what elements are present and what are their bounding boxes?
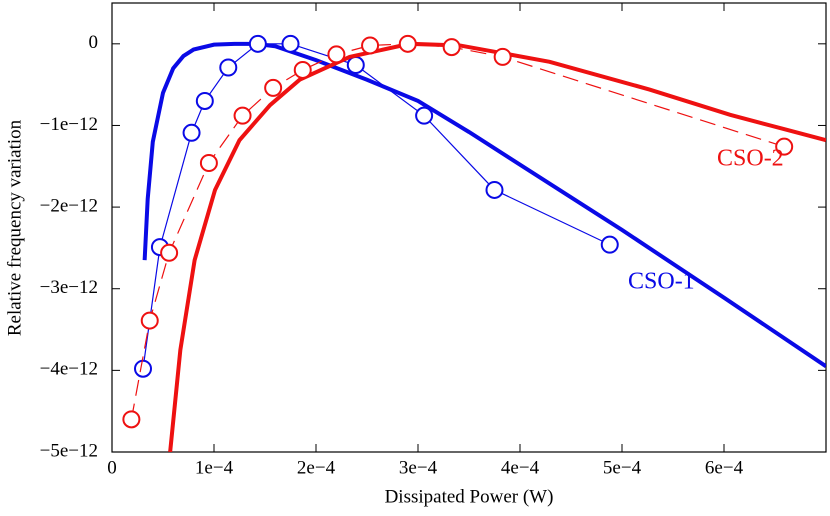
- data-point: [195, 91, 214, 110]
- data-point: [398, 34, 417, 53]
- y-tick-label: −3e−12: [40, 277, 98, 298]
- data-point: [442, 38, 461, 57]
- data-point: [140, 311, 159, 330]
- y-tick-label: −4e−12: [40, 359, 98, 380]
- x-tick-label: 0: [107, 457, 117, 478]
- data-line: [142, 43, 611, 369]
- data-point: [775, 137, 794, 156]
- data-point: [233, 106, 252, 125]
- x-tick-label: 5e−4: [603, 457, 642, 478]
- y-tick-label: −1e−12: [40, 114, 98, 135]
- plot-area: [122, 34, 826, 452]
- fit-curve: [142, 41, 826, 368]
- fit-curve: [168, 41, 826, 452]
- data-point: [134, 359, 153, 378]
- data-point: [264, 78, 283, 97]
- x-tick-label: 1e−4: [195, 457, 234, 478]
- data-point: [219, 58, 238, 77]
- data-point: [281, 34, 300, 53]
- series-label: CSO-2: [717, 146, 784, 172]
- x-tick-label: 4e−4: [501, 457, 540, 478]
- x-axis-label: Dissipated Power (W): [385, 486, 554, 507]
- data-point: [493, 47, 512, 66]
- data-point: [182, 123, 201, 142]
- data-point: [346, 56, 365, 75]
- x-tick-label: 3e−4: [399, 457, 438, 478]
- y-tick-label: −2e−12: [40, 195, 98, 216]
- data-point: [199, 154, 218, 173]
- y-tick-label: 0: [89, 32, 99, 53]
- data-point: [415, 106, 434, 125]
- data-point: [327, 45, 346, 64]
- y-tick-label: −5e−12: [40, 440, 98, 461]
- plot-frame: [111, 2, 827, 453]
- data-point: [485, 180, 504, 199]
- data-point: [248, 34, 267, 53]
- data-point: [361, 36, 380, 55]
- y-axis-label: Relative frequency variation: [4, 119, 25, 336]
- series-label: CSO-1: [628, 269, 695, 295]
- data-point: [293, 60, 312, 79]
- x-tick-label: 2e−4: [297, 457, 336, 478]
- data-point: [600, 235, 619, 254]
- data-point: [122, 410, 141, 429]
- data-point: [160, 243, 179, 262]
- x-tick-label: 6e−4: [705, 457, 744, 478]
